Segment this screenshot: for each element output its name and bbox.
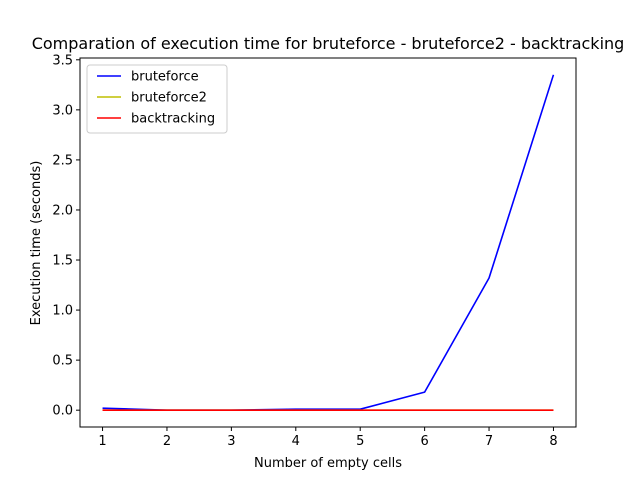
y-tick-label: 1.0 [52, 304, 73, 319]
x-tick-label: 3 [227, 434, 235, 449]
y-tick-label: 1.5 [52, 254, 73, 269]
y-tick-label: 3.0 [52, 103, 73, 118]
legend-label-bruteforce: bruteforce [131, 70, 199, 85]
x-tick-label: 6 [420, 434, 428, 449]
legend-box [86, 64, 228, 134]
axes-frame [79, 57, 577, 428]
y-tick-label: 3.5 [52, 53, 73, 68]
x-tick-label: 7 [485, 434, 493, 449]
plot-area: 1 2 3 4 5 6 7 8 0.0 0.5 1.0 1.5 2.0 2.5 3.0 3.5 [52, 53, 577, 449]
legend: bruteforce bruteforce2 backtracking [86, 64, 228, 134]
legend-label-backtracking: backtracking [131, 112, 215, 127]
x-axis-label: Number of empty cells [254, 456, 402, 471]
chart-title: Comparation of execution time for brutef… [32, 34, 625, 53]
y-tick-label: 2.5 [52, 153, 73, 168]
y-tick-label: 0.5 [52, 354, 73, 369]
legend-label-bruteforce2: bruteforce2 [131, 91, 207, 106]
x-tick-label: 2 [163, 434, 171, 449]
y-tick-label: 2.0 [52, 203, 73, 218]
x-tick-label: 1 [98, 434, 106, 449]
y-tick-label: 0.0 [52, 404, 73, 419]
x-tick-label: 8 [549, 434, 557, 449]
x-tick-label: 5 [356, 434, 364, 449]
x-tick-label: 4 [292, 434, 300, 449]
y-axis-label: Execution time (seconds) [29, 161, 44, 326]
